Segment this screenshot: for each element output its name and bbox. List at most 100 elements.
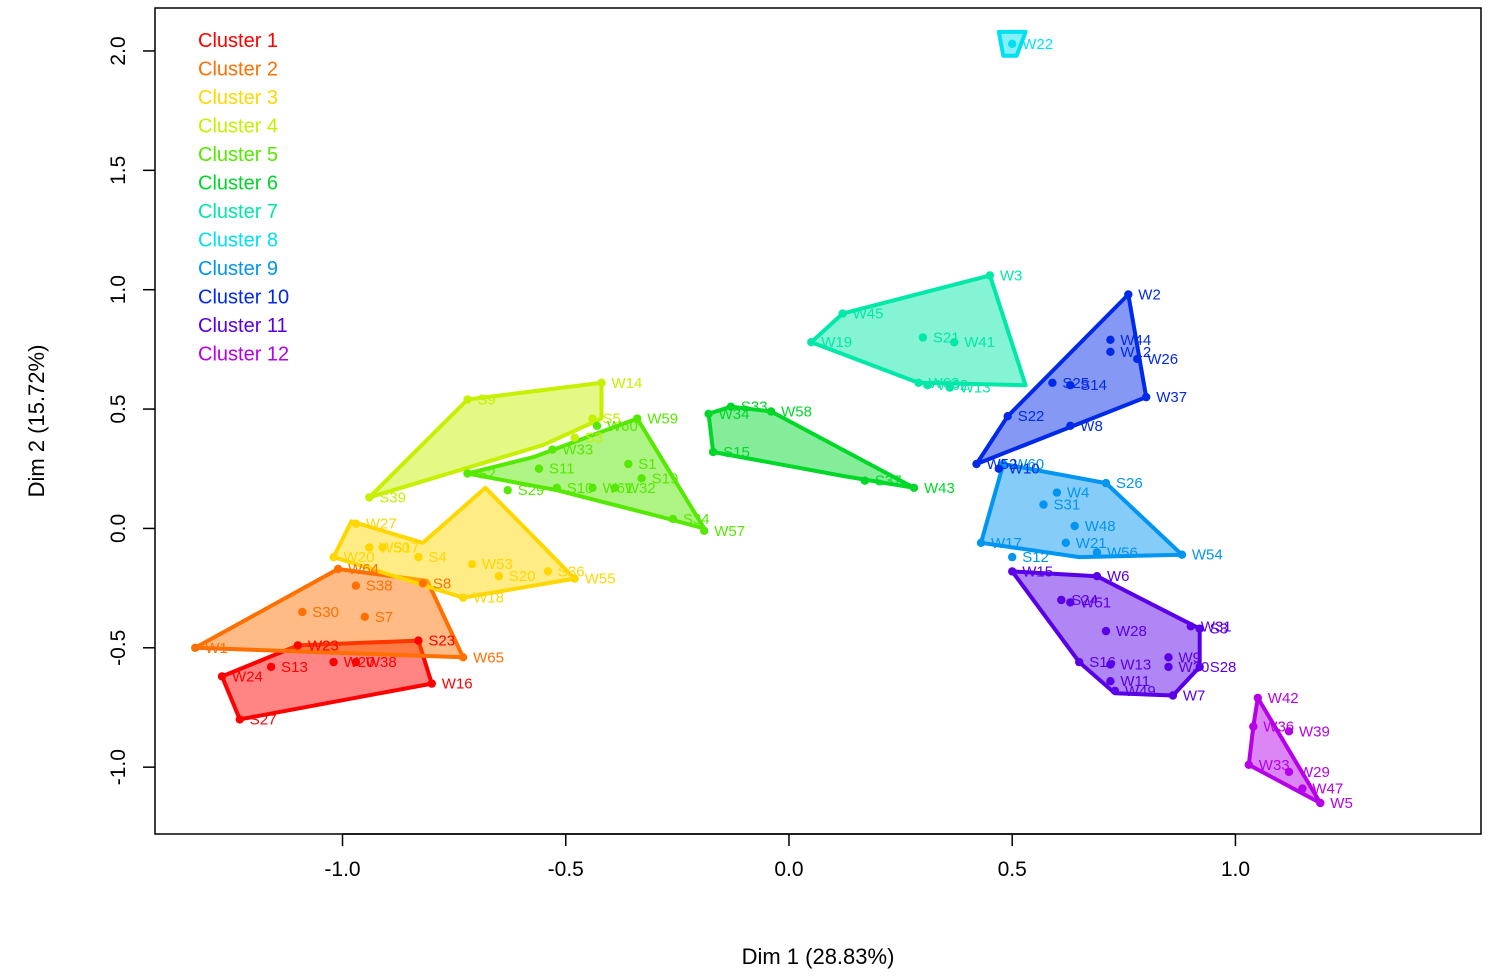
point-label: S7	[375, 609, 393, 626]
point-label: W56	[1107, 544, 1138, 561]
point-label: W19	[821, 334, 852, 351]
point-label: W20	[344, 549, 375, 566]
point-label: W18	[473, 590, 504, 607]
data-point	[333, 564, 343, 574]
data-point	[1168, 691, 1178, 700]
point-label: S29	[518, 482, 545, 499]
point-label: W33	[562, 442, 593, 459]
y-tick-label: 0.0	[107, 514, 130, 543]
plot-frame	[154, 7, 1482, 835]
data-point	[570, 574, 579, 583]
data-point	[1039, 500, 1048, 509]
y-tick-label: -1.0	[107, 749, 130, 785]
data-point	[945, 383, 954, 392]
data-point	[766, 407, 776, 416]
data-point	[1177, 550, 1187, 559]
point-label: W16	[442, 676, 473, 693]
data-point	[463, 395, 472, 404]
data-point	[365, 493, 374, 502]
point-label: W47	[1312, 781, 1343, 798]
data-point	[298, 607, 307, 617]
data-point	[1052, 488, 1062, 497]
data-point	[860, 476, 870, 485]
point-label: W20	[344, 654, 375, 671]
point-label: W6	[1107, 568, 1130, 585]
data-point	[1164, 653, 1173, 662]
data-point	[414, 552, 423, 562]
point-label: W43	[924, 480, 955, 497]
cluster-4-hull	[367, 380, 604, 500]
data-point	[708, 447, 718, 457]
point-label: W24	[232, 668, 263, 685]
x-tick-label: -1.0	[324, 858, 360, 881]
data-point	[1008, 567, 1017, 576]
legend-entry-cluster-3: Cluster 3	[198, 87, 278, 109]
x-axis: -1.0 -0.5 0.0 0.5 1.0	[324, 833, 1250, 881]
data-point	[1284, 767, 1294, 777]
point-label: W57	[714, 523, 745, 540]
point-label: W65	[473, 649, 504, 666]
data-point	[217, 672, 227, 681]
point-label: S12	[1022, 549, 1049, 566]
data-point	[552, 483, 561, 492]
point-label: W53	[482, 556, 513, 573]
cluster-1-hull	[220, 638, 434, 722]
point-label: S30	[312, 604, 339, 621]
data-point	[1244, 760, 1254, 769]
x-tick-label: 0.5	[998, 858, 1027, 881]
point-label: W41	[964, 334, 995, 351]
point-label: S3	[585, 430, 603, 447]
data-point	[909, 483, 919, 492]
data-point	[588, 483, 597, 492]
data-point	[548, 445, 557, 454]
x-tick-label: 0.0	[774, 858, 803, 881]
y-axis: -1.0 -0.5 0.0 0.5 1.0 1.5 2.0	[107, 36, 155, 785]
data-point	[1008, 552, 1017, 562]
legend-entry-cluster-2: Cluster 2	[198, 59, 278, 81]
point-label: S13	[281, 659, 308, 676]
data-point	[807, 338, 816, 347]
point-label: S21	[933, 329, 960, 346]
point-label: W4	[1067, 485, 1090, 502]
point-label: S3	[1210, 621, 1228, 638]
data-point	[458, 653, 468, 662]
point-label: W38	[366, 654, 397, 671]
data-point	[1106, 347, 1115, 356]
data-point	[570, 433, 579, 442]
data-point	[534, 464, 544, 473]
point-label: W54	[1192, 547, 1223, 564]
data-point	[365, 543, 374, 552]
legend-entry-cluster-5: Cluster 5	[198, 144, 278, 166]
point-label: W27	[366, 516, 397, 533]
point-label: S22	[1018, 408, 1045, 425]
data-point	[414, 636, 423, 645]
data-point	[1092, 548, 1102, 557]
data-point	[1110, 686, 1120, 695]
point-label: W1	[205, 640, 228, 657]
point-label: W28	[1116, 623, 1147, 640]
point-label: W21	[1076, 535, 1107, 552]
point-label: S2	[478, 466, 496, 483]
data-point	[1061, 538, 1071, 547]
point-label: S1	[638, 456, 656, 473]
x-tick-label: -0.5	[548, 858, 584, 881]
point-label: W32	[625, 480, 656, 497]
y-tick-label: 1.5	[107, 156, 130, 185]
point-label: W31	[1201, 618, 1232, 635]
data-point	[637, 474, 646, 483]
y-tick-label: 0.5	[107, 394, 130, 423]
data-points	[191, 39, 1325, 808]
data-point	[1298, 784, 1307, 793]
data-point	[668, 514, 678, 524]
point-label: W49	[1125, 683, 1156, 700]
data-point	[704, 409, 713, 418]
data-point	[378, 543, 387, 552]
point-label: S10	[567, 480, 594, 497]
point-label: W15	[1022, 563, 1053, 580]
point-label: W58	[781, 404, 812, 421]
data-point	[588, 414, 597, 423]
data-point	[266, 662, 276, 672]
data-point	[592, 421, 602, 430]
